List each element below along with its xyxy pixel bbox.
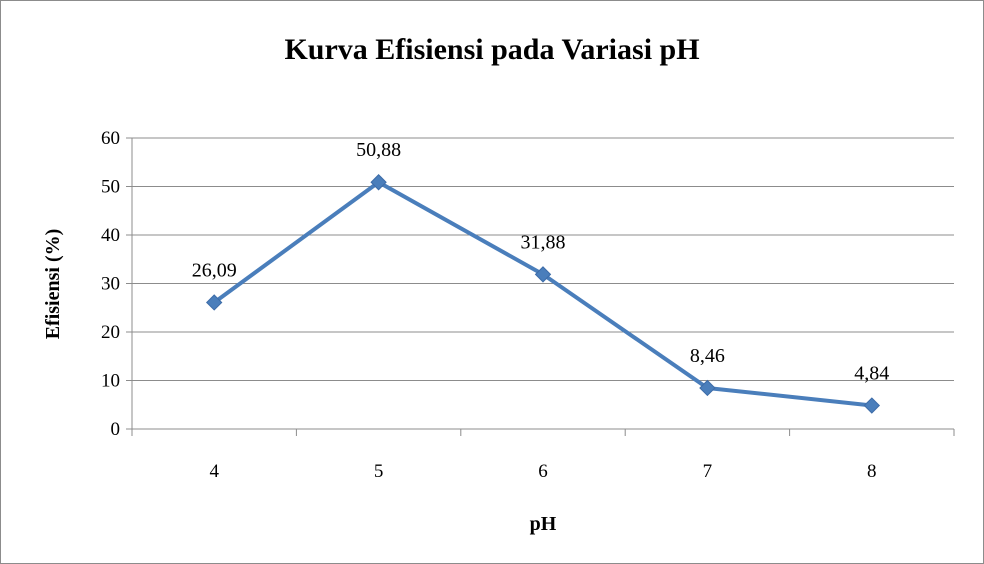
data-labels: 26,09 50,88 31,88 8,46 4,84 xyxy=(192,139,890,384)
y-tick-label-20: 20 xyxy=(101,322,120,343)
data-label-7: 8,46 xyxy=(690,345,725,367)
y-tick-label-0: 0 xyxy=(111,419,121,440)
data-point-8 xyxy=(863,397,881,414)
data-point-5 xyxy=(370,174,387,191)
data-label-6: 31,88 xyxy=(521,231,566,253)
axes: 0 10 20 30 40 50 60 4 5 6 7 8 xyxy=(101,128,955,482)
data-label-5: 50,88 xyxy=(356,139,401,161)
series-efisiensi xyxy=(205,174,881,414)
gridlines xyxy=(132,137,954,381)
x-tick-label-7: 7 xyxy=(703,461,713,482)
data-label-8: 4,84 xyxy=(854,363,889,385)
x-tick-label-4: 4 xyxy=(209,461,219,482)
data-label-4: 26,09 xyxy=(192,259,237,281)
series-line-0 xyxy=(213,180,873,408)
y-tick-label-40: 40 xyxy=(101,225,120,246)
chart-title: Kurva Efisiensi pada Variasi pH xyxy=(284,33,699,66)
data-point-7 xyxy=(699,379,716,397)
x-tick-label-6: 6 xyxy=(538,461,548,482)
x-tick-label-5: 5 xyxy=(374,461,384,482)
y-tick-label-30: 30 xyxy=(101,274,120,295)
y-tick-label-10: 10 xyxy=(101,371,120,392)
data-point-6 xyxy=(534,266,552,283)
data-point-4 xyxy=(205,294,223,311)
x-tick-label-8: 8 xyxy=(867,461,877,482)
y-tick-label-60: 60 xyxy=(101,128,120,149)
x-axis-title: pH xyxy=(530,513,557,535)
y-tick-label-50: 50 xyxy=(101,177,120,198)
y-axis-title: Efisiensi (%) xyxy=(42,229,64,340)
